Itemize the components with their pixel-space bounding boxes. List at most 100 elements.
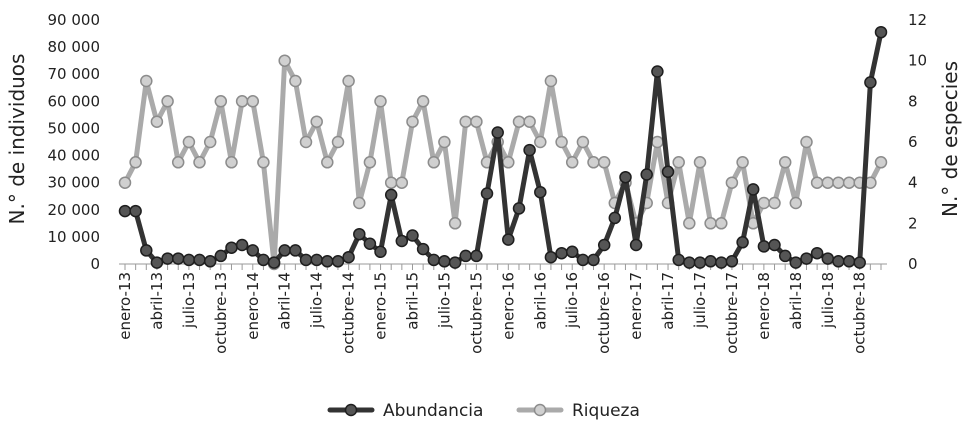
data-point: [821, 176, 835, 189]
data-point: [715, 256, 728, 269]
data-point: [118, 204, 132, 218]
data-point: [384, 176, 398, 189]
data-point: [704, 255, 717, 268]
data-point: [534, 185, 547, 199]
x-tick-label: octubre-14: [340, 272, 358, 354]
data-point: [299, 253, 313, 267]
data-point: [331, 255, 345, 268]
data-point: [768, 196, 781, 210]
data-point: [171, 156, 185, 169]
x-tick-label: enero-17: [627, 272, 645, 340]
y-right-tick-label: 12: [908, 11, 927, 29]
data-point: [512, 115, 526, 128]
data-point: [789, 196, 803, 210]
data-point: [565, 156, 579, 169]
data-point: [470, 115, 483, 128]
data-point: [459, 115, 472, 128]
y-right-tick-label: 6: [908, 133, 918, 151]
y-right-tick-label: 2: [908, 214, 918, 232]
data-point: [161, 252, 174, 265]
data-point: [757, 240, 771, 253]
data-point: [672, 156, 685, 169]
y-left-tick-label: 50 000: [48, 119, 101, 137]
data-point: [789, 256, 803, 269]
data-point: [565, 245, 579, 259]
data-point: [661, 165, 675, 179]
data-point: [534, 135, 547, 149]
data-point: [299, 135, 313, 149]
x-tick-label: enero-15: [372, 272, 390, 340]
data-point: [129, 156, 142, 169]
data-point: [310, 115, 323, 128]
data-point: [384, 188, 398, 202]
x-tick-label: enero-18: [755, 272, 773, 340]
data-point: [683, 256, 696, 269]
data-point: [214, 249, 228, 263]
data-point: [406, 115, 419, 128]
legend-marker: [533, 403, 547, 417]
y-left-tick-label: 0: [90, 255, 100, 273]
data-point: [842, 255, 856, 268]
x-tick-label: abril-13: [148, 272, 166, 330]
data-point: [864, 76, 877, 89]
data-point: [214, 95, 228, 108]
data-point: [555, 246, 568, 260]
data-point: [874, 156, 888, 169]
legend-label: Abundancia: [383, 401, 483, 421]
data-point: [267, 256, 281, 269]
data-point: [225, 241, 238, 254]
x-tick-label: enero-16: [499, 272, 517, 340]
y-left-tick-label: 60 000: [48, 92, 101, 110]
data-point: [778, 249, 792, 263]
data-point: [725, 255, 739, 268]
data-point: [746, 183, 760, 196]
data-point: [363, 156, 377, 169]
data-point: [427, 156, 441, 169]
data-point: [246, 244, 260, 257]
data-point: [853, 256, 866, 269]
data-point: [140, 74, 153, 88]
y-left-tick-label: 90 000: [48, 11, 101, 29]
data-point: [693, 256, 707, 269]
data-point: [363, 237, 377, 250]
series-abundancia: [118, 25, 888, 269]
data-point: [310, 253, 323, 267]
data-point: [629, 238, 643, 252]
data-point: [502, 233, 515, 246]
data-point: [395, 176, 409, 189]
x-tick-label: julio-17: [691, 272, 709, 329]
y-axis-right-title: N.° de especies: [938, 61, 962, 217]
data-point: [416, 95, 430, 108]
data-point: [832, 176, 845, 189]
data-point: [427, 253, 441, 267]
x-tick-label: julio-16: [563, 272, 581, 329]
x-tick-label: enero-14: [244, 272, 262, 340]
data-point: [353, 196, 366, 210]
data-point: [342, 74, 355, 88]
data-point: [480, 187, 494, 200]
data-point: [693, 156, 707, 169]
data-point: [587, 253, 600, 267]
data-point: [150, 115, 164, 128]
chart-legend: Abundancia Riqueza: [327, 401, 640, 421]
data-point: [438, 255, 451, 268]
data-point: [257, 253, 270, 267]
data-point: [555, 135, 568, 149]
data-point: [651, 135, 664, 149]
data-point: [289, 74, 302, 88]
data-point: [640, 168, 653, 181]
data-point: [810, 176, 824, 189]
data-point: [118, 176, 132, 189]
x-tick-label: abril-18: [787, 272, 805, 330]
x-tick-label: abril-16: [531, 272, 549, 330]
data-point: [235, 238, 249, 252]
data-point: [416, 242, 430, 256]
data-point: [736, 236, 749, 249]
y-left-tick-label: 40 000: [48, 147, 101, 165]
data-point: [736, 156, 749, 169]
data-point: [438, 135, 451, 149]
y-axis-left-title: N.° de individuos: [5, 54, 29, 225]
legend-label: Riqueza: [572, 401, 640, 421]
data-point: [395, 234, 409, 248]
